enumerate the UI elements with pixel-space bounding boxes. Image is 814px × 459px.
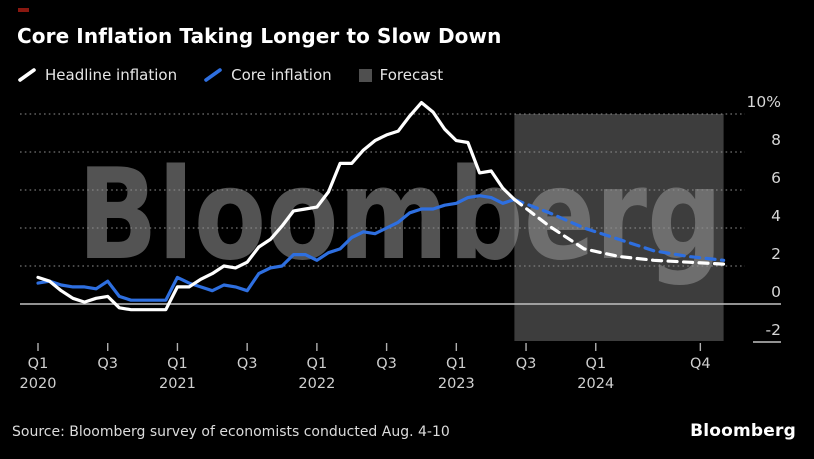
x-axis-year-label: 2024 bbox=[577, 376, 614, 392]
y-axis-label: 10% bbox=[747, 93, 781, 111]
x-axis-quarter-label: Q4 bbox=[690, 356, 711, 372]
source-note: Source: Bloomberg survey of economists c… bbox=[12, 424, 450, 440]
y-axis-label: 4 bbox=[771, 207, 781, 225]
x-axis-quarter-label: Q3 bbox=[97, 356, 118, 372]
x-axis-quarter-label: Q1 bbox=[167, 356, 188, 372]
x-axis-year-label: 2020 bbox=[20, 376, 57, 392]
core-line-icon bbox=[204, 68, 222, 82]
y-axis-label: 8 bbox=[771, 131, 781, 149]
x-axis-quarter-label: Q1 bbox=[28, 356, 49, 372]
y-axis-label: 2 bbox=[771, 245, 781, 263]
legend-item-forecast: Forecast bbox=[358, 66, 444, 84]
x-axis-quarter-label: Q1 bbox=[446, 356, 467, 372]
core-inflation-line bbox=[36, 194, 517, 302]
forecast-swatch-icon bbox=[358, 68, 372, 82]
legend-item-core: Core inflation bbox=[204, 66, 332, 84]
y-axis-label: -2 bbox=[766, 321, 781, 339]
x-axis-quarter-label: Q3 bbox=[516, 356, 537, 372]
x-axis-quarter-label: Q3 bbox=[376, 356, 397, 372]
legend-label-core: Core inflation bbox=[231, 66, 332, 84]
headline-line-icon bbox=[18, 68, 36, 82]
y-axis-label: 0 bbox=[771, 283, 781, 301]
legend-item-headline: Headline inflation bbox=[18, 66, 177, 84]
x-axis-quarter-label: Q1 bbox=[585, 356, 606, 372]
x-axis-quarter-label: Q3 bbox=[237, 356, 258, 372]
x-axis-year-label: 2023 bbox=[438, 376, 475, 392]
legend-label-headline: Headline inflation bbox=[45, 66, 178, 84]
chart-title: Core Inflation Taking Longer to Slow Dow… bbox=[17, 24, 502, 48]
x-axis-year-label: 2022 bbox=[298, 376, 335, 392]
headline-inflation-forecast-line bbox=[512, 197, 726, 266]
red-accent-mark bbox=[18, 8, 29, 12]
chart-legend: Headline inflation Core inflation Foreca… bbox=[18, 66, 443, 84]
bloomberg-watermark: Bloomberg bbox=[78, 141, 723, 288]
x-axis-quarter-label: Q1 bbox=[307, 356, 328, 372]
x-axis-year-label: 2021 bbox=[159, 376, 196, 392]
y-axis-label: 6 bbox=[771, 169, 781, 187]
headline-inflation-line bbox=[36, 100, 517, 312]
bloomberg-logo: Bloomberg bbox=[690, 421, 796, 441]
core-inflation-forecast-line bbox=[512, 197, 726, 262]
legend-label-forecast: Forecast bbox=[379, 66, 444, 84]
